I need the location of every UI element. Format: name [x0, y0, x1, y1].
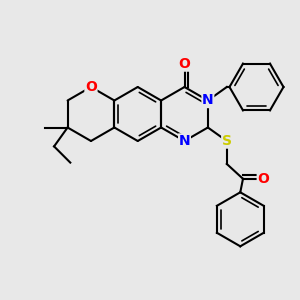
- Text: O: O: [178, 57, 190, 71]
- Text: O: O: [257, 172, 269, 186]
- Text: O: O: [85, 80, 97, 94]
- Text: S: S: [222, 134, 232, 148]
- Text: N: N: [179, 134, 190, 148]
- Text: N: N: [202, 94, 214, 107]
